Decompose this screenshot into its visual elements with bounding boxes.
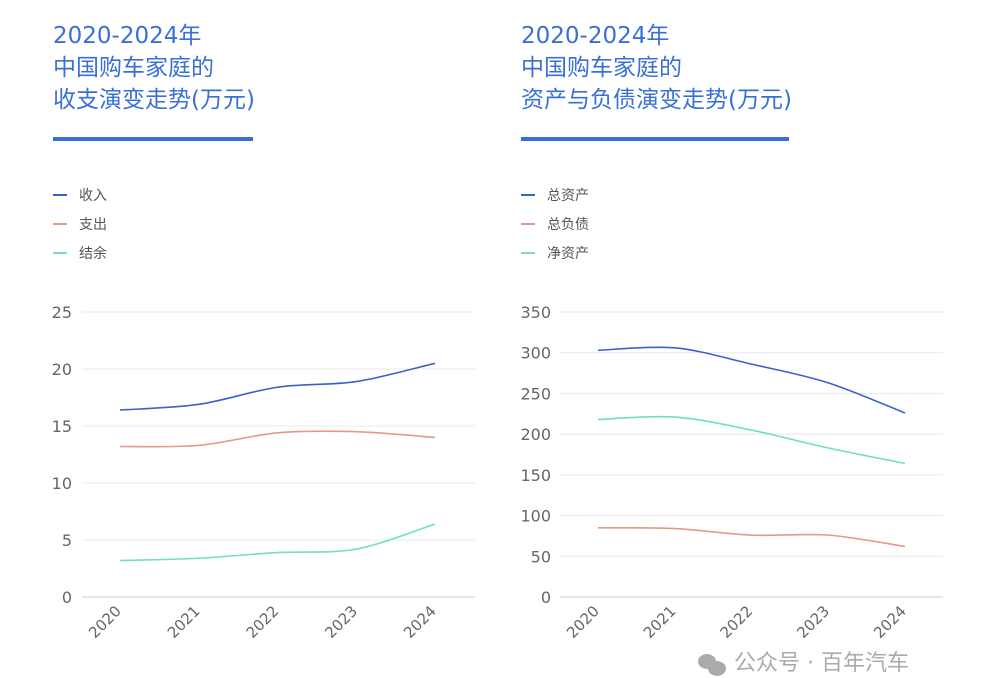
y-tick-label: 250 [520, 384, 551, 403]
x-tick-label: 2022 [243, 602, 283, 642]
legend-label: 总资产 [547, 187, 589, 204]
legend-label: 支出 [79, 216, 107, 233]
x-tick-label: 2024 [870, 602, 910, 642]
y-tick-label: 350 [520, 303, 551, 322]
legend-swatch [521, 222, 535, 225]
series-line-总资产 [597, 346, 906, 414]
series-line-净资产 [597, 415, 906, 465]
x-tick-label: 2020 [85, 602, 125, 642]
series-line-收入 [119, 362, 436, 411]
y-tick-label: 200 [520, 425, 551, 444]
title-line: 2020-2024年 [53, 23, 202, 49]
y-tick-label: 0 [541, 588, 551, 607]
legend-item: 总资产 [521, 180, 589, 209]
legend-item: 净资产 [521, 238, 589, 267]
left-chart-title: 2020-2024年 中国购车家庭的 收支演变走势(万元) [53, 20, 255, 116]
legend-item: 结余 [53, 238, 107, 267]
watermark: 公众号 · 百年汽车 [698, 652, 909, 676]
y-tick-label: 25 [52, 303, 72, 322]
x-tick-label: 2023 [793, 602, 833, 642]
y-tick-label: 100 [520, 507, 551, 526]
y-tick-label: 10 [52, 474, 72, 493]
x-tick-label: 2022 [717, 602, 757, 642]
legend-item: 总负债 [521, 209, 589, 238]
y-tick-label: 50 [531, 547, 551, 566]
title-line: 2020-2024年 [521, 23, 670, 49]
title-line: 中国购车家庭的 [521, 55, 682, 81]
legend-label: 净资产 [547, 245, 589, 262]
left-legend: 收入 支出 结余 [53, 180, 107, 267]
y-tick-label: 20 [52, 360, 72, 379]
y-tick-label: 0 [62, 588, 72, 607]
left-title-underline [53, 137, 253, 141]
wechat-icon [698, 652, 728, 676]
x-tick-label: 2021 [164, 602, 204, 642]
legend-swatch [521, 251, 535, 254]
x-tick-label: 2024 [400, 602, 440, 642]
title-line: 资产与负债演变走势(万元) [521, 87, 792, 113]
x-tick-label: 2020 [563, 602, 603, 642]
y-tick-label: 15 [52, 417, 72, 436]
legend-label: 收入 [79, 187, 107, 204]
x-tick-label: 2023 [321, 602, 361, 642]
watermark-text: 公众号 · 百年汽车 [734, 651, 909, 676]
right-chart-title: 2020-2024年 中国购车家庭的 资产与负债演变走势(万元) [521, 20, 792, 116]
legend-item: 收入 [53, 180, 107, 209]
legend-swatch [53, 193, 67, 196]
series-line-结余 [119, 523, 436, 562]
x-tick-label: 2021 [640, 602, 680, 642]
y-tick-label: 300 [520, 344, 551, 363]
legend-swatch [53, 222, 67, 225]
series-line-总负债 [597, 526, 906, 548]
title-line: 中国购车家庭的 [53, 55, 214, 81]
y-tick-label: 150 [520, 466, 551, 485]
legend-swatch [53, 251, 67, 254]
title-line: 收支演变走势(万元) [53, 87, 255, 113]
legend-swatch [521, 193, 535, 196]
series-line-支出 [119, 430, 436, 448]
y-tick-label: 5 [62, 531, 72, 550]
legend-label: 结余 [79, 245, 107, 262]
legend-item: 支出 [53, 209, 107, 238]
legend-label: 总负债 [547, 216, 589, 233]
right-title-underline [521, 137, 789, 141]
right-legend: 总资产 总负债 净资产 [521, 180, 589, 267]
